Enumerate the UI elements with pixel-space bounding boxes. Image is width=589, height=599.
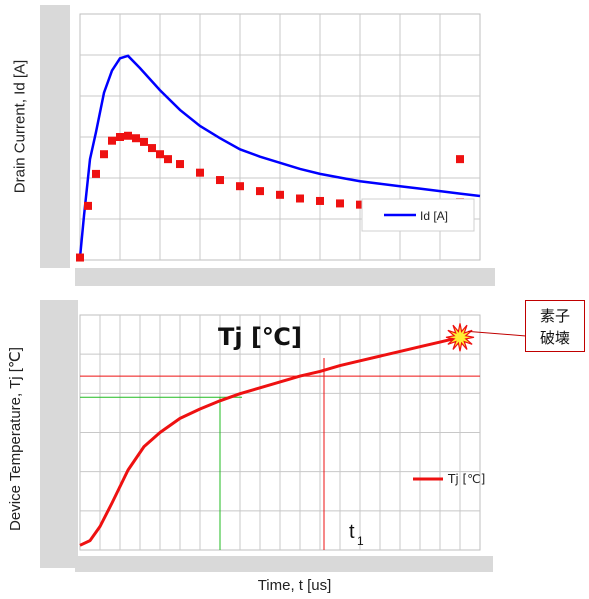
chart1-marker	[92, 169, 100, 178]
chart1-marker	[100, 150, 108, 159]
chart1-marker	[176, 160, 184, 169]
chart1-y-axis-label: Drain Current, Id [A]	[11, 59, 29, 194]
chart1-marker	[132, 134, 140, 143]
chart1-y-axis-band	[40, 5, 70, 268]
chart1-marker	[140, 137, 148, 146]
chart1-marker	[316, 196, 324, 205]
chart1-id-line	[78, 54, 481, 258]
chart1-marker	[164, 155, 172, 164]
chart2-x-axis-label: Time, t [us]	[257, 577, 332, 594]
chart2-y-axis-label: Device Temperature, Tj [℃]	[7, 347, 24, 531]
chart1-marker	[196, 168, 204, 177]
callout-pointer	[467, 330, 527, 337]
chart1-marker	[148, 144, 156, 153]
chart1-marker	[296, 194, 304, 203]
chart2-x-axis-band	[75, 556, 493, 572]
chart1-marker	[236, 182, 244, 191]
chart1-marker	[276, 190, 284, 199]
chart1-marker	[216, 176, 224, 185]
callout-line-1: 破壊	[539, 329, 570, 347]
callout-text: 素子 破壊	[526, 305, 584, 349]
chart1-x-axis-band	[75, 268, 495, 286]
chart1-marker	[336, 199, 344, 208]
chart1-marker	[124, 131, 132, 140]
drain-current-chart: Id [A]	[40, 5, 495, 286]
t1-subscript: 1	[357, 534, 364, 548]
chart1-marker	[156, 150, 164, 159]
t1-label: t	[349, 521, 355, 543]
chart2-title: Tj [℃]	[218, 323, 302, 351]
chart1-legend-box	[361, 198, 475, 232]
chart1-marker	[84, 201, 92, 210]
chart1-legend-label: Id [A]	[420, 209, 448, 223]
chart1-marker	[116, 133, 124, 141]
device-temperature-chart: Tj [℃] t 1 Tj [℃]	[40, 300, 527, 572]
chart2-y-axis-band	[40, 300, 78, 568]
chart1-marker	[76, 253, 84, 262]
destruction-callout: 素子 破壊	[525, 300, 585, 352]
chart1-marker	[456, 155, 464, 164]
explosion-icon	[445, 323, 475, 352]
chart2-tj-line	[79, 335, 461, 547]
chart1-marker	[108, 136, 116, 145]
callout-line-0: 素子	[539, 307, 570, 325]
chart2-legend-label: Tj [℃]	[447, 472, 485, 486]
chart1-marker	[256, 187, 264, 196]
chart1-marker	[356, 200, 364, 209]
